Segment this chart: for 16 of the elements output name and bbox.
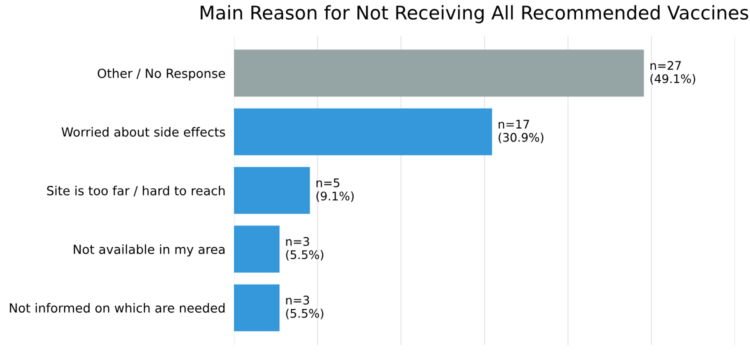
bar (234, 108, 492, 156)
chart-title: Main Reason for Not Receiving All Recommended Vaccines (200, 5, 748, 24)
bar (234, 284, 280, 332)
data-label: n=27 (49.1%) (650, 61, 696, 85)
y-tick-label: Other / No Response (98, 68, 225, 80)
data-label: n=3 (5.5%) (286, 296, 324, 320)
bar (234, 166, 310, 214)
data-label: n=17 (30.9%) (498, 120, 544, 144)
data-label: n=3 (5.5%) (286, 237, 324, 261)
data-label: n=5 (9.1%) (316, 178, 354, 202)
bar (234, 226, 280, 273)
bar (234, 50, 644, 97)
y-tick-label: Not available in my area (74, 244, 225, 256)
y-tick-label: Site is too far / hard to reach (47, 186, 225, 196)
y-tick-label: Worried about side effects (62, 127, 226, 137)
y-tick-label: Not informed on which are needed (10, 303, 225, 313)
